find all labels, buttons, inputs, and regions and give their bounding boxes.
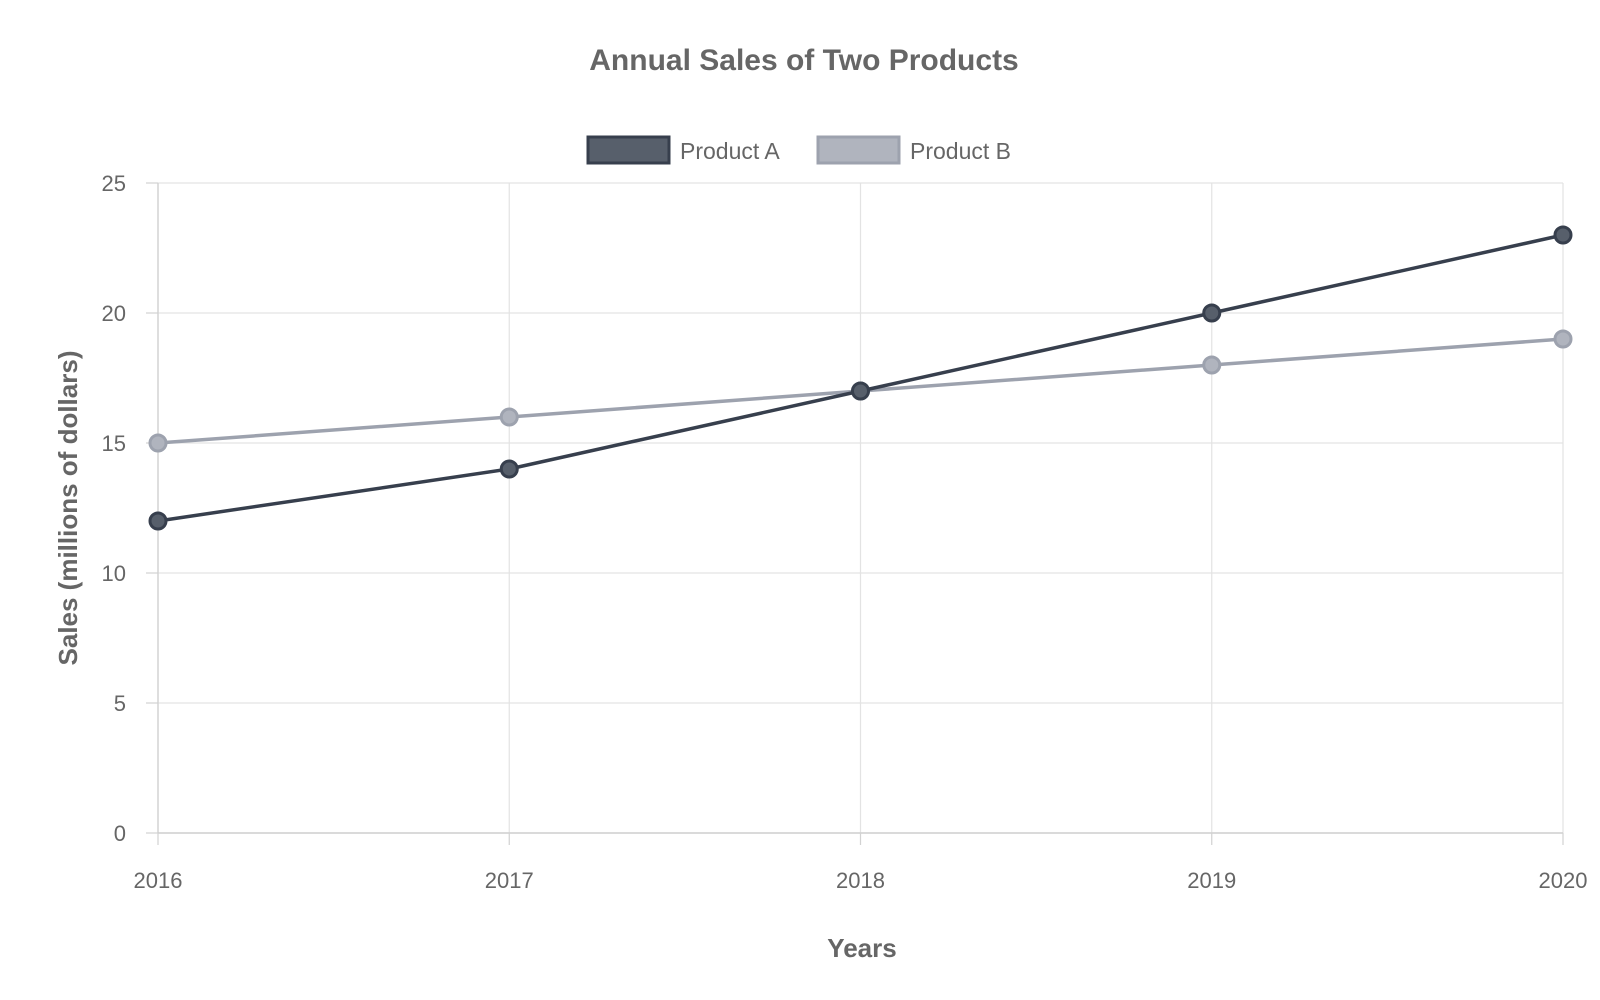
x-tick-label: 2019	[1187, 868, 1236, 893]
y-tick-label: 0	[114, 821, 126, 846]
x-axis-title: Years	[827, 933, 896, 963]
data-point-product-b[interactable]	[148, 433, 168, 453]
y-tick-label: 20	[102, 301, 126, 326]
legend-label-product-b: Product B	[910, 138, 1011, 164]
y-tick-label: 10	[102, 561, 126, 586]
chart-title: Annual Sales of Two Products	[589, 44, 1019, 77]
x-tick-label: 2020	[1539, 868, 1588, 893]
legend-item-product-a[interactable]: Product A	[586, 135, 780, 165]
x-tick-label: 2017	[485, 868, 534, 893]
legend-label-product-a: Product A	[680, 138, 780, 164]
x-axis-ticks: 2016 2017 2018 2019 2020	[134, 833, 1588, 893]
data-point-product-a[interactable]	[1202, 303, 1222, 323]
y-tick-label: 25	[102, 171, 126, 196]
data-point-product-b[interactable]	[499, 407, 519, 427]
grid	[157, 182, 1564, 834]
data-point-product-a[interactable]	[499, 459, 519, 479]
data-point-product-a[interactable]	[1553, 225, 1573, 245]
x-tick-label: 2018	[836, 868, 885, 893]
legend-swatch-product-a	[586, 135, 671, 165]
x-tick-label: 2016	[134, 868, 183, 893]
data-point-product-b[interactable]	[1202, 355, 1222, 375]
legend-item-product-b[interactable]: Product B	[816, 135, 1011, 165]
y-tick-label: 15	[102, 431, 126, 456]
y-axis-ticks: 0 5 10 15 20 25	[102, 171, 158, 846]
series-layer	[148, 225, 1573, 531]
data-point-product-a[interactable]	[851, 381, 870, 401]
y-axis-title: Sales (millions of dollars)	[53, 351, 83, 666]
series-product-a	[148, 225, 1573, 531]
legend-swatch-product-b	[816, 135, 901, 165]
legend: Product A Product B	[586, 135, 1011, 165]
data-point-product-b[interactable]	[1553, 329, 1573, 349]
y-tick-label: 5	[114, 691, 126, 716]
data-point-product-a[interactable]	[148, 511, 168, 531]
